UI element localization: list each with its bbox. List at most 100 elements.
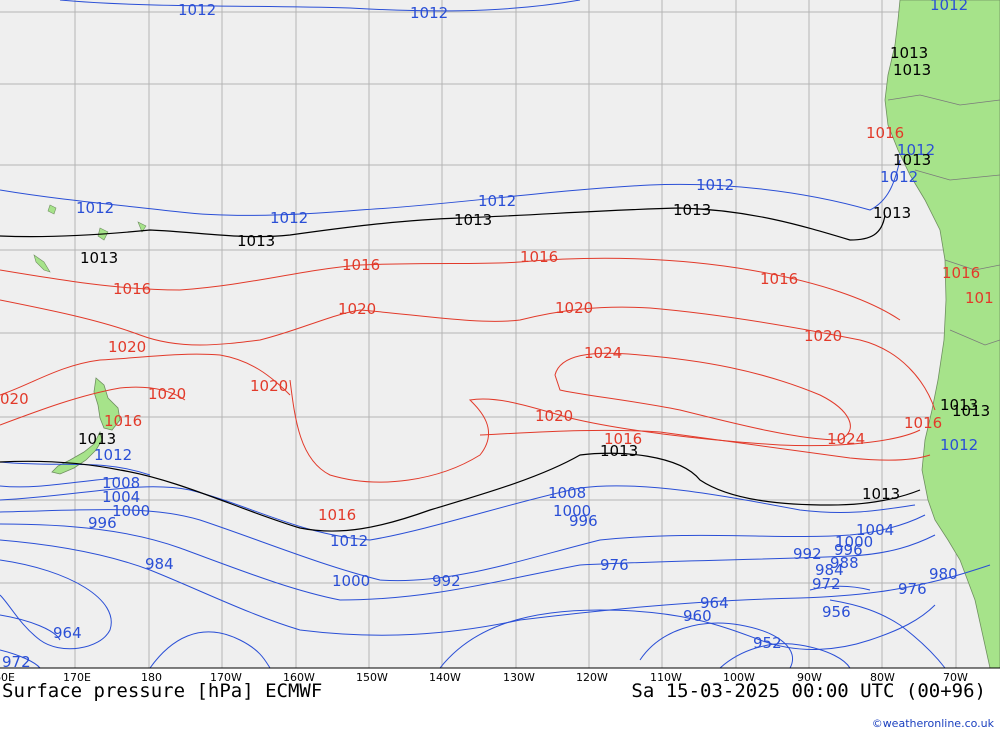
isobar-label: 1000 — [553, 502, 591, 520]
isobar-label: 1020 — [108, 338, 146, 356]
isobar-label: 1000 — [112, 502, 150, 520]
isobars-1013 — [0, 207, 921, 532]
longitude-tick: 80W — [870, 671, 895, 684]
longitude-tick: 180 — [141, 671, 162, 684]
longitude-tick: 110W — [650, 671, 682, 684]
isobar-label: 1013 — [673, 201, 711, 219]
site-credit: ©weatheronline.co.uk — [872, 717, 995, 730]
isobar-label: 1013 — [952, 402, 990, 420]
isobar-label: 996 — [834, 541, 863, 559]
isobar-label: 1012 — [696, 176, 734, 194]
isobar-label: 956 — [822, 603, 851, 621]
footer-band — [0, 668, 1000, 733]
isobar-label: 1016 — [342, 256, 380, 274]
longitude-tick: 170E — [63, 671, 91, 684]
isobar-label: 1016 — [113, 280, 151, 298]
isobar-label: 1016 — [318, 506, 356, 524]
isobar-label: 952 — [753, 634, 782, 652]
isobar-label: 1024 — [584, 344, 622, 362]
isobar-label: 1016 — [520, 248, 558, 266]
isobar-label: 1012 — [880, 168, 918, 186]
isobars-low — [0, 0, 991, 669]
isobar-label: 1012 — [478, 192, 516, 210]
isobar-label: 1020 — [148, 385, 186, 403]
longitude-tick: 90W — [797, 671, 822, 684]
graticule — [0, 0, 1000, 668]
isobar-label: 1013 — [454, 211, 492, 229]
isobar-label: 964 — [53, 624, 82, 642]
pacific-islands — [33, 204, 147, 273]
isobar-label: 1004 — [102, 488, 140, 506]
isobar-label: 1016 — [904, 414, 942, 432]
isobars-high — [0, 257, 936, 483]
isobar-label: 996 — [88, 514, 117, 532]
isobar-label: 984 — [815, 561, 844, 579]
isobar-label: 1000 — [835, 533, 873, 551]
isobar-label: 1016 — [604, 430, 642, 448]
valid-time: Sa 15-03-2025 00:00 UTC (00+96) — [631, 680, 986, 702]
isobar-label: 1008 — [548, 484, 586, 502]
isobar-label: 1020 — [250, 377, 288, 395]
isobar-label: 1013 — [873, 204, 911, 222]
isobar-label: 976 — [898, 580, 927, 598]
isobar-label: 1012 — [940, 436, 978, 454]
isobar-label: 1020 — [535, 407, 573, 425]
isobar-label: 964 — [700, 594, 729, 612]
isobar-label: 1016 — [866, 124, 904, 142]
isobar-label: 1013 — [893, 151, 931, 169]
longitude-tick: 100W — [723, 671, 755, 684]
map-title: Surface pressure [hPa] ECMWF — [2, 680, 322, 702]
isobar-label: 1012 — [410, 4, 448, 22]
isobar-label: 1013 — [940, 396, 978, 414]
country-borders — [887, 94, 1000, 346]
longitude-tick: 70W — [943, 671, 968, 684]
isobar-label: 1004 — [856, 521, 894, 539]
longitude-tick: 120W — [576, 671, 608, 684]
isobar-label: 101 — [965, 289, 994, 307]
isobar-label: 1016 — [104, 412, 142, 430]
isobar-labels-high: 1016 1016 1016 1016 1016 1016 1016 1020 … — [0, 124, 994, 524]
isobar-labels-1013: 1013 1013 1013 1013 1013 1013 1013 1013 … — [78, 44, 990, 503]
isobar-label: 1013 — [80, 249, 118, 267]
isobar-label: 1016 — [942, 264, 980, 282]
longitude-tick: 150W — [356, 671, 388, 684]
isobar-label: 1012 — [897, 141, 935, 159]
isobar-label: 1013 — [893, 61, 931, 79]
longitude-tick: 60E — [0, 671, 15, 684]
isobar-label: 1012 — [930, 0, 968, 14]
isobar-label: 992 — [793, 545, 822, 563]
isobar-label: 1020 — [555, 299, 593, 317]
isobar-label: 1012 — [94, 446, 132, 464]
isobar-label: 972 — [812, 575, 841, 593]
new-zealand-south-island — [51, 430, 103, 475]
longitude-tick: 130W — [503, 671, 535, 684]
isobar-label: 960 — [683, 607, 712, 625]
isobar-label: 1012 — [76, 199, 114, 217]
isobar-label: 1013 — [600, 442, 638, 460]
isobar-label: 972 — [2, 653, 31, 671]
longitude-tick: 140W — [429, 671, 461, 684]
new-zealand-north-island — [93, 377, 121, 431]
isobar-labels-low: 1012 1012 1012 1012 1012 1012 1012 1012 … — [2, 0, 978, 671]
isobar-label: 1012 — [178, 1, 216, 19]
isobar-label: 1012 — [270, 209, 308, 227]
longitude-tick: 160W — [283, 671, 315, 684]
isobar-label: 976 — [600, 556, 629, 574]
isobar-label: 984 — [145, 555, 174, 573]
isobar-label: 1013 — [890, 44, 928, 62]
isobar-label: 1000 — [332, 572, 370, 590]
south-america-land — [884, 0, 1000, 669]
isobar-label: 1016 — [760, 270, 798, 288]
isobar-label: 1013 — [237, 232, 275, 250]
isobar-label: 1024 — [827, 430, 865, 448]
longitude-axis: 60E 170E 180 170W 160W 150W 140W 130W 12… — [0, 671, 968, 684]
isobar-label: 1008 — [102, 474, 140, 492]
isobar-label: 996 — [569, 512, 598, 530]
longitude-tick: 170W — [210, 671, 242, 684]
isobar-label: 1020 — [804, 327, 842, 345]
isobar-label: 1020 — [338, 300, 376, 318]
isobar-label: 1013 — [78, 430, 116, 448]
isobar-label: 020 — [0, 390, 29, 408]
isobar-label: 980 — [929, 565, 958, 583]
